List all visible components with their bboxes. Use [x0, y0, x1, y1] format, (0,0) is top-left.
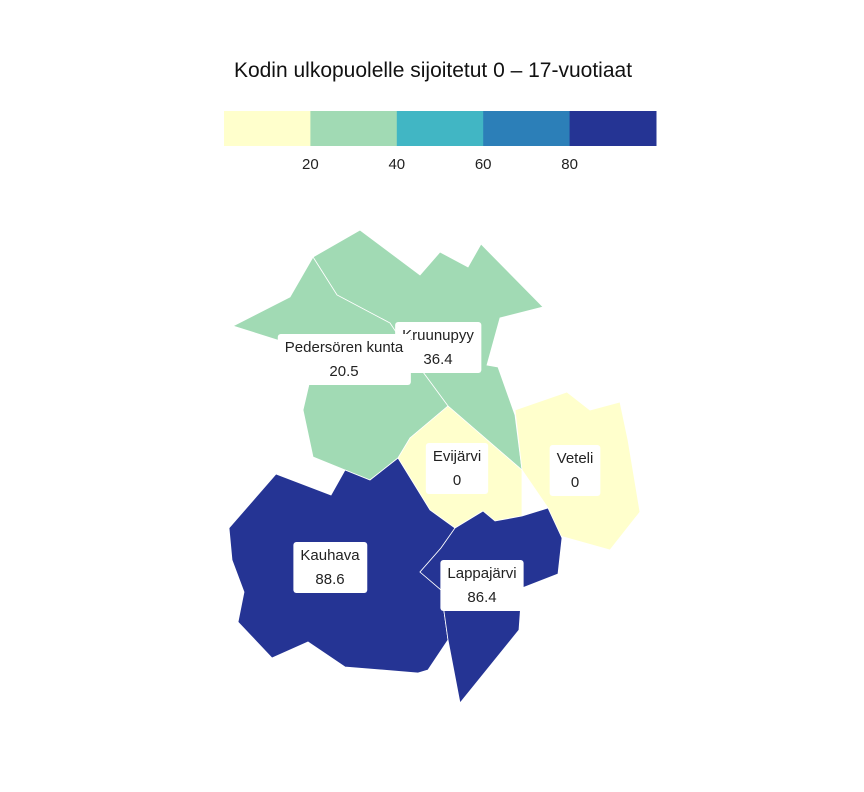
legend-tick-label: 80 — [561, 156, 578, 173]
region-label-kruunupyy: Kruunupyy 36.4 — [395, 322, 482, 373]
legend-swatch — [483, 111, 571, 146]
region-value: 88.6 — [315, 571, 344, 588]
region-value: 20.5 — [329, 363, 358, 380]
legend-swatch — [396, 111, 484, 146]
label-box — [440, 560, 524, 611]
region-name: Kruunupyy — [402, 327, 474, 344]
region-value: 0 — [571, 474, 579, 491]
region-name: Veteli — [557, 450, 594, 467]
region-name: Pedersören kunta — [285, 339, 404, 356]
legend-tick-label: 60 — [475, 156, 492, 173]
legend-swatch — [224, 111, 311, 146]
region-name: Kauhava — [300, 547, 360, 564]
label-box — [549, 445, 601, 496]
region-value: 86.4 — [467, 589, 496, 606]
region-labels: Kruunupyy 36.4 Pedersören kunta 20.5 Evijärv… — [277, 322, 601, 611]
region-label-pedersoren-kunta: Pedersören kunta 20.5 — [277, 334, 411, 385]
label-box — [395, 322, 482, 373]
legend-swatch — [310, 111, 398, 146]
region-value: 0 — [453, 472, 461, 489]
label-box — [425, 443, 489, 494]
region-label-evijarvi: Evijärvi 0 — [425, 443, 489, 494]
region-label-lappajarvi: Lappajärvi 86.4 — [440, 560, 524, 611]
legend-swatch — [569, 111, 657, 146]
region-name: Evijärvi — [433, 448, 481, 465]
region-label-kauhava: Kauhava 88.6 — [293, 542, 368, 593]
label-box — [277, 334, 411, 385]
region-label-veteli: Veteli 0 — [549, 445, 601, 496]
label-box — [293, 542, 368, 593]
map-title: Kodin ulkopuolelle sijoitetut 0 – 17-vuo… — [234, 59, 632, 82]
region-name: Lappajärvi — [447, 565, 516, 582]
legend-tick-label: 40 — [388, 156, 405, 173]
region-value: 36.4 — [423, 351, 452, 368]
color-legend: 20 40 60 80 — [224, 111, 657, 173]
legend-tick-label: 20 — [302, 156, 319, 173]
